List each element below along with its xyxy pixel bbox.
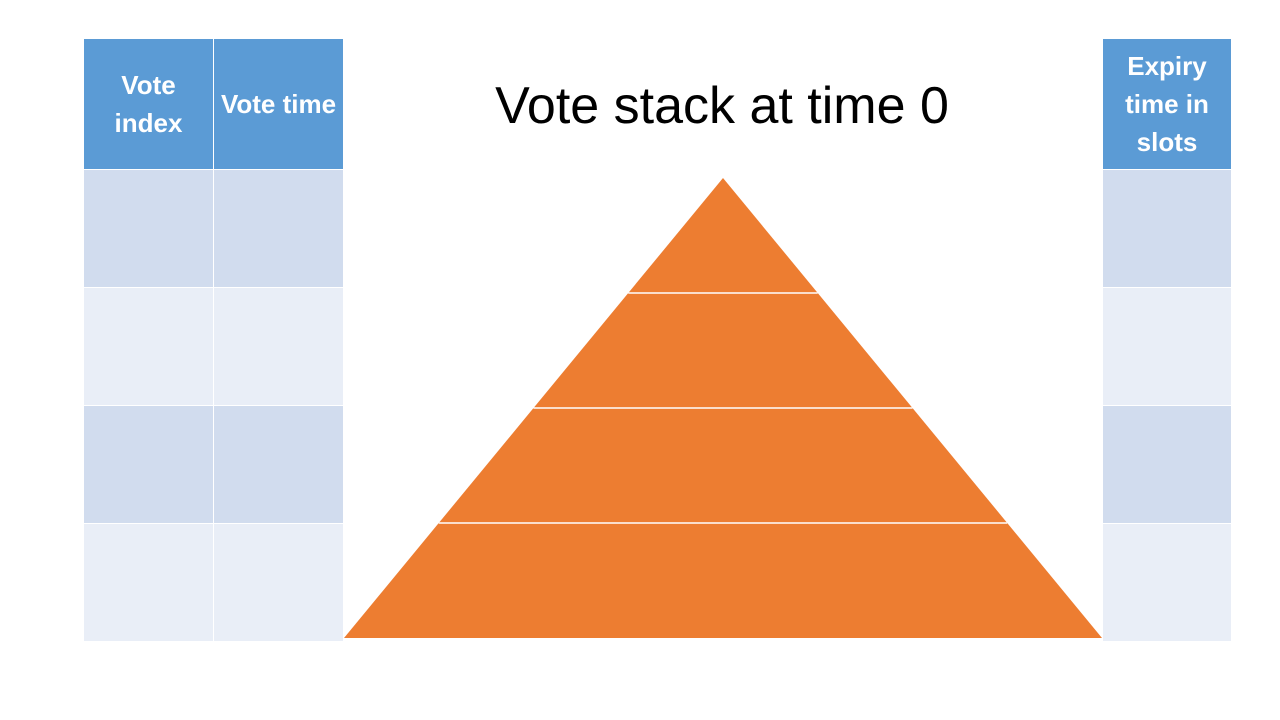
table-row [1102,405,1232,524]
vote-time-cell [213,523,344,642]
vote-index-cell [83,287,214,406]
expiry-cell [1102,169,1232,288]
table-row [83,405,344,524]
table-row [1102,523,1232,642]
expiry-cell [1102,405,1232,524]
table-row [1102,287,1232,406]
slide-title: Vote stack at time 0 [495,77,949,135]
vote-time-cell [213,169,344,288]
header-vote-index: Vote index [83,38,214,170]
pyramid-dividers [438,292,1008,524]
table-header-row: Vote index Vote time [83,38,344,170]
expiry-table: Expiry time in slots [1102,38,1232,642]
table-row [83,523,344,642]
table-header-row: Expiry time in slots [1102,38,1232,170]
header-expiry-time: Expiry time in slots [1102,38,1232,170]
table-row [83,169,344,288]
vote-index-cell [83,405,214,524]
vote-table: Vote index Vote time [83,38,344,642]
table-row [1102,169,1232,288]
expiry-cell [1102,523,1232,642]
vote-time-cell [213,405,344,524]
vote-time-cell [213,287,344,406]
vote-index-cell [83,169,214,288]
expiry-cell [1102,287,1232,406]
header-vote-time: Vote time [213,38,344,170]
table-row [83,287,344,406]
vote-index-cell [83,523,214,642]
